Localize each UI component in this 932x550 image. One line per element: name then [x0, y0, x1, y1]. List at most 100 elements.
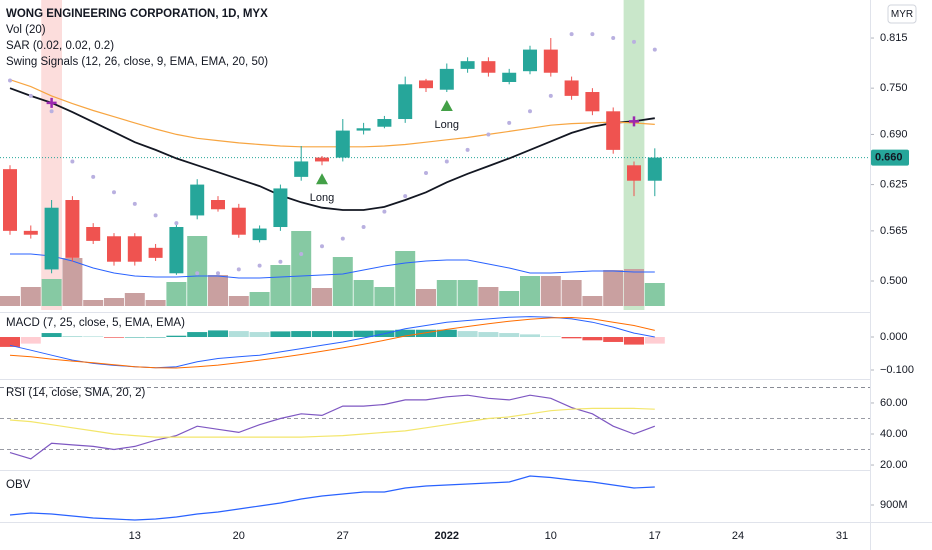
- y-tick-label: 0.000: [880, 331, 908, 343]
- y-tick-label: 0.815: [880, 32, 908, 44]
- volume-bar: [540, 276, 561, 306]
- sar-dot: [611, 36, 616, 41]
- macd-histogram-bar: [644, 337, 665, 344]
- candle-body: [169, 227, 184, 274]
- macd-histogram-bar: [0, 337, 20, 347]
- candle-body: [315, 157, 329, 162]
- indicator-label: OBV: [6, 479, 31, 491]
- volume-bar: [624, 269, 644, 306]
- volume-bar: [145, 300, 166, 306]
- macd-histogram-bar: [395, 329, 416, 338]
- candle-body: [419, 80, 433, 89]
- macd-histogram-bar: [312, 331, 332, 338]
- y-tick-label: 0.500: [880, 275, 908, 287]
- volume-bar: [312, 288, 332, 306]
- macd-histogram-bar: [249, 332, 270, 338]
- candle-body: [231, 207, 246, 235]
- plot-layer: 0.815 0.750 0.690 0.625 0.565 0.500 Long Long 0.…: [0, 0, 914, 542]
- y-tick-label: 40.00: [880, 428, 908, 440]
- sar-dot: [632, 39, 636, 44]
- macd-histogram-bar: [124, 337, 145, 338]
- sar-dot: [216, 271, 220, 276]
- indicator-label: MACD (7, 25, close, 5, EMA, EMA): [6, 317, 185, 329]
- volume-bar: [270, 265, 291, 306]
- macd-histogram-bar: [62, 336, 83, 338]
- candle-body: [647, 157, 662, 181]
- candle-body: [44, 207, 59, 270]
- y-tick-label: 20.00: [880, 459, 908, 471]
- volume-bar: [62, 258, 83, 306]
- volume-bar: [83, 300, 104, 306]
- sar-dot: [403, 194, 408, 199]
- macd-histogram-bar: [416, 329, 436, 338]
- volume-bar: [20, 287, 41, 306]
- candle-body: [211, 200, 225, 210]
- candle-body: [481, 61, 496, 73]
- macd-histogram-bar: [187, 332, 208, 338]
- y-tick-label: 900M: [880, 499, 908, 511]
- y-tick-label: 60.00: [880, 397, 908, 409]
- macd-histogram-bar: [83, 336, 104, 338]
- macd-histogram-bar: [561, 337, 582, 339]
- x-tick-label: 24: [732, 530, 744, 542]
- sar-dot: [320, 244, 324, 249]
- signal-label: Long: [435, 119, 459, 131]
- volume-bar: [353, 280, 374, 306]
- x-tick-label: 17: [649, 530, 661, 542]
- indicator-label: Swing Signals (12, 26, close, 9, EMA, EM…: [6, 56, 268, 68]
- macd-histogram-bar: [603, 337, 624, 342]
- candle-body: [543, 49, 558, 73]
- volume-bar: [520, 276, 540, 306]
- macd-histogram-bar: [499, 333, 520, 338]
- currency-button[interactable]: [887, 4, 917, 24]
- macd-histogram-bar: [166, 335, 187, 338]
- candle-body: [606, 111, 621, 150]
- candle-body: [86, 227, 101, 241]
- volume-bar: [208, 275, 228, 306]
- macd-histogram-bar: [332, 331, 353, 338]
- y-tick-label: 0.625: [880, 178, 908, 190]
- sar-dot: [590, 32, 595, 37]
- candle-body: [127, 236, 142, 262]
- sar-dot: [49, 109, 54, 114]
- x-tick-label: 13: [129, 530, 141, 542]
- sar-dot: [548, 93, 553, 98]
- candle-body: [23, 230, 38, 235]
- macd-line: [9, 316, 655, 369]
- candle-body: [564, 80, 579, 96]
- cross-marker: [629, 116, 639, 127]
- sar-dot: [174, 221, 179, 226]
- volume-bar: [374, 287, 395, 306]
- candle-body: [585, 92, 600, 112]
- macd-histogram-bar: [104, 337, 124, 338]
- signal-highlight: [623, 0, 645, 310]
- volume-bar: [0, 296, 20, 306]
- volume-bar: [291, 231, 312, 306]
- volume-bar: [457, 280, 478, 306]
- candle-body: [502, 72, 517, 82]
- volume-bar: [249, 292, 270, 306]
- chart-title: WONG ENGINEERING CORPORATION, 1D, MYX: [6, 8, 268, 20]
- volume-bar: [124, 293, 145, 306]
- sar-dot: [507, 120, 512, 125]
- volume-bar: [104, 298, 124, 306]
- x-tick-label: 20: [233, 530, 245, 542]
- volume-ma-line: [10, 253, 655, 279]
- macd-line: [9, 316, 655, 369]
- sar-dot: [195, 271, 200, 276]
- sar-dot: [112, 190, 116, 195]
- candle-body: [3, 169, 17, 231]
- sar-dot: [528, 109, 532, 114]
- y-tick-label: −0.100: [880, 364, 914, 376]
- volume-bar: [561, 280, 582, 306]
- macd-histogram-bar: [145, 337, 166, 338]
- currency-label[interactable]: MYR: [891, 9, 913, 20]
- moving-average-line: [9, 87, 655, 211]
- sar-dot: [236, 267, 241, 272]
- macd-histogram-bar: [624, 337, 644, 345]
- candle-body: [335, 130, 350, 158]
- sar-dot: [28, 93, 33, 98]
- indicator-label: SAR (0.02, 0.02, 0.2): [6, 40, 114, 52]
- indicator-line: [9, 407, 655, 438]
